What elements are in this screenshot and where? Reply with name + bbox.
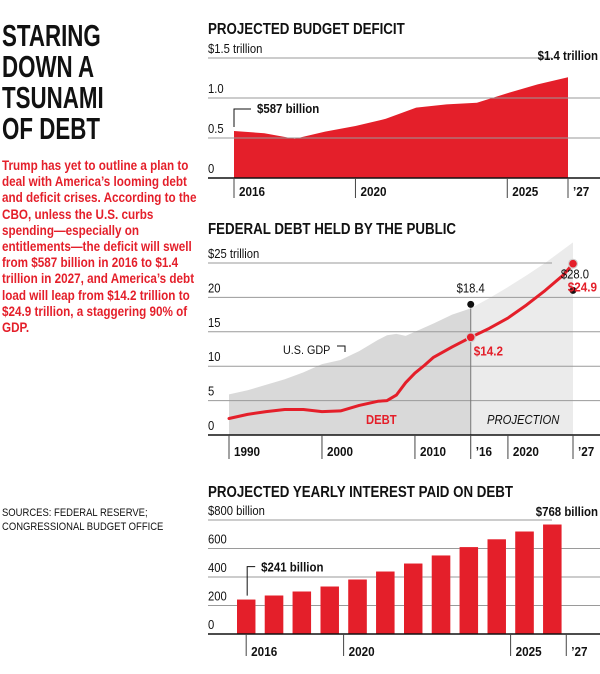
debt-value-2027: $24.9 bbox=[568, 280, 597, 295]
y-tick-label: 200 bbox=[208, 589, 227, 604]
interest-bar-overlay bbox=[292, 591, 312, 634]
x-tick-label: 1990 bbox=[234, 444, 260, 459]
y-tick-label: 0 bbox=[208, 617, 215, 632]
interest-bar-overlay bbox=[487, 539, 506, 634]
y-tick-label: $1.5 trillion bbox=[208, 41, 262, 56]
gdp-area-historical bbox=[229, 308, 471, 435]
y-tick-label: 0 bbox=[208, 418, 215, 433]
x-tick-label: 2000 bbox=[327, 444, 353, 459]
y-tick-label: 10 bbox=[208, 350, 221, 365]
x-tick-label: ’27 bbox=[573, 184, 589, 199]
gdp-area-projection bbox=[470, 242, 573, 435]
interest-bar-overlay bbox=[459, 547, 479, 634]
deficit-area bbox=[234, 77, 568, 178]
interest-bar-overlay bbox=[543, 524, 562, 634]
y-tick-label: 400 bbox=[208, 560, 227, 575]
annotation-leader bbox=[246, 566, 256, 596]
debt-marker-2016 bbox=[466, 333, 475, 342]
y-tick-label: 0.5 bbox=[208, 121, 224, 136]
headline: STARING DOWN A TSUNAMI OF DEBT bbox=[2, 20, 139, 144]
gdp-series-label: U.S. GDP bbox=[283, 345, 330, 358]
x-tick-label: 2020 bbox=[360, 184, 386, 199]
annotation-end-value: $768 billion bbox=[536, 504, 598, 519]
y-tick-label: $800 billion bbox=[208, 503, 265, 518]
y-tick-label: 0 bbox=[208, 161, 215, 176]
interest-bar-overlay bbox=[376, 571, 395, 634]
x-tick-label: ’16 bbox=[476, 444, 492, 459]
annotation-start-value: $587 billion bbox=[257, 101, 319, 116]
x-tick-label: ’27 bbox=[578, 444, 594, 459]
x-tick-label: 2020 bbox=[513, 444, 539, 459]
x-tick-label: 2020 bbox=[349, 644, 375, 659]
interest-bar-overlay bbox=[237, 599, 256, 634]
interest-bar-overlay bbox=[264, 595, 284, 634]
headline-line: DOWN A bbox=[2, 49, 95, 84]
gdp-value-2016: $18.4 bbox=[457, 281, 485, 296]
x-tick-label: 2025 bbox=[516, 644, 542, 659]
deficit-chart: PROJECTED BUDGET DEFICIT 0 0.5 1.0 $1.5 tril… bbox=[208, 21, 600, 199]
gdp-marker-2027 bbox=[569, 286, 577, 294]
dek-paragraph: Trump has yet to outline a plan to deal … bbox=[2, 158, 197, 336]
debt-marker-2027 bbox=[569, 259, 577, 268]
annotation-end-value: $1.4 trillion bbox=[538, 48, 598, 63]
y-tick-label: 15 bbox=[208, 315, 221, 330]
interest-bar-overlay bbox=[320, 586, 339, 634]
x-tick-label: 2016 bbox=[251, 644, 277, 659]
gdp-value-2027: $28.0 bbox=[561, 267, 589, 282]
debt-chart: FEDERAL DEBT HELD BY THE PUBLIC 0 5 10 15 20 $… bbox=[208, 221, 600, 459]
x-tick-label: 2016 bbox=[239, 184, 265, 199]
y-tick-label: 1.0 bbox=[208, 81, 224, 96]
debt-value-2016: $14.2 bbox=[474, 344, 503, 359]
sources-note: SOURCES: FEDERAL RESERVE; CONGRESSIONAL … bbox=[2, 507, 164, 533]
debt-series-label: DEBT bbox=[366, 412, 397, 427]
headline-line: STARING bbox=[2, 18, 101, 53]
interest-bar-overlay bbox=[515, 531, 534, 634]
gdp-label-bracket-icon bbox=[337, 345, 346, 352]
interest-bar-overlay bbox=[404, 563, 423, 634]
y-tick-label: 5 bbox=[208, 384, 215, 399]
debt-line bbox=[227, 262, 575, 420]
interest-bar-overlay bbox=[431, 555, 451, 634]
annotation-start-value: $241 billion bbox=[261, 560, 323, 575]
gdp-marker-2016 bbox=[467, 300, 475, 308]
y-tick-label: 600 bbox=[208, 532, 227, 547]
y-tick-label: 20 bbox=[208, 281, 221, 296]
headline-line: OF DEBT bbox=[2, 111, 100, 146]
x-tick-label: 2010 bbox=[420, 444, 446, 459]
headline-line: TSUNAMI bbox=[2, 80, 104, 115]
projection-label: PROJECTION bbox=[487, 412, 560, 427]
chart-title: FEDERAL DEBT HELD BY THE PUBLIC bbox=[208, 221, 457, 238]
x-tick-label: 2025 bbox=[512, 184, 538, 199]
interest-bar-overlay bbox=[348, 579, 367, 634]
chart-title: PROJECTED YEARLY INTEREST PAID ON DEBT bbox=[208, 484, 513, 501]
annotation-leader bbox=[233, 108, 251, 128]
y-tick-label: $25 trillion bbox=[208, 246, 259, 261]
interest-chart: PROJECTED YEARLY INTEREST PAID ON DEBT 0 2… bbox=[208, 484, 600, 659]
x-tick-label: ’27 bbox=[571, 644, 587, 659]
chart-title: PROJECTED BUDGET DEFICIT bbox=[208, 21, 405, 38]
